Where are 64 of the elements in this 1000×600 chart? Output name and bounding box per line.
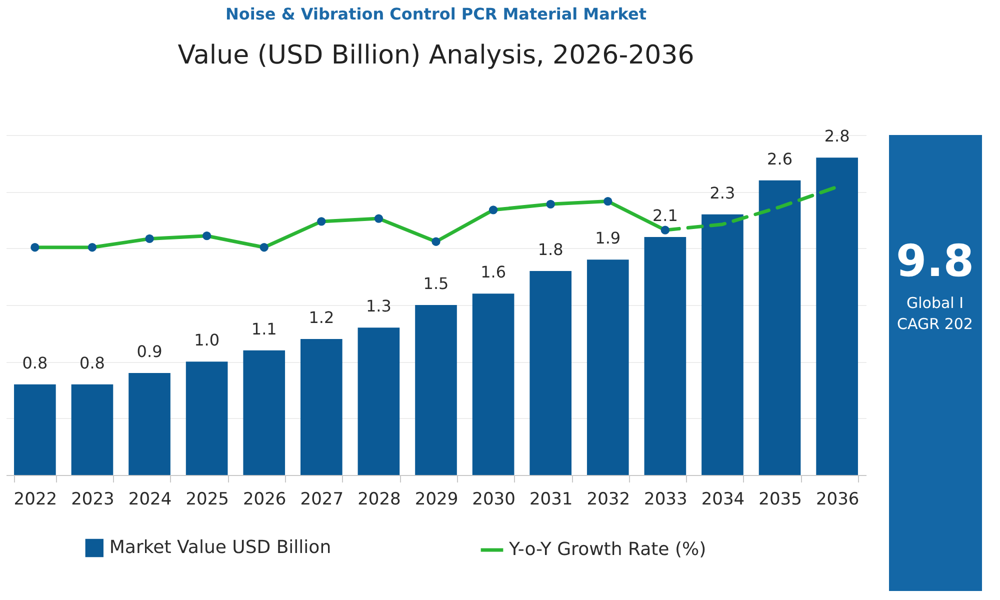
chart-subtitle: Value (USD Billion) Analysis, 2026-2036 xyxy=(178,40,694,71)
text: CAGR 202 xyxy=(897,315,973,333)
point xyxy=(202,232,212,240)
x-tick-label: 2031 xyxy=(529,490,573,510)
point xyxy=(88,243,97,252)
legend-label: Market Value USD Billion xyxy=(109,537,332,558)
bar xyxy=(14,384,56,475)
bar xyxy=(586,260,629,475)
point xyxy=(145,234,154,244)
data-label: 2.3 xyxy=(710,183,736,202)
point xyxy=(604,196,612,206)
bar xyxy=(472,294,514,475)
data-label: 1.8 xyxy=(538,240,564,259)
legend-label: Y-o-Y Growth Rate (%) xyxy=(508,539,706,560)
point xyxy=(260,243,268,252)
point xyxy=(546,200,555,208)
bar xyxy=(530,271,572,475)
bar xyxy=(816,158,858,475)
data-label: 0.8 xyxy=(80,353,105,372)
point xyxy=(432,237,440,246)
x-tick-label: 2033 xyxy=(644,490,688,510)
data-label: 2.6 xyxy=(767,149,792,168)
bar xyxy=(243,350,286,475)
x-tick-label: 2026 xyxy=(242,490,286,510)
text: 9.8 xyxy=(896,236,974,287)
bar xyxy=(702,214,744,475)
x-tick-label: 2028 xyxy=(358,490,401,510)
data-label: 1.9 xyxy=(595,228,621,248)
bar xyxy=(415,305,457,475)
data-label: 2.8 xyxy=(824,126,850,146)
bar xyxy=(186,362,228,475)
data-label: 1.6 xyxy=(480,262,506,282)
x-tick-label: 2022 xyxy=(14,490,58,510)
bar xyxy=(128,373,170,475)
data-label: 1.5 xyxy=(423,274,449,293)
data-label: 1.1 xyxy=(251,319,277,338)
data-label: 0.8 xyxy=(22,353,48,372)
x-tick-label: 2027 xyxy=(300,490,344,510)
x-tick-label: 2025 xyxy=(186,490,229,510)
data-label: 2.1 xyxy=(652,206,678,225)
bar xyxy=(758,180,801,475)
point xyxy=(374,214,384,223)
point xyxy=(317,217,326,226)
text: Global I xyxy=(906,294,964,312)
bar xyxy=(71,384,114,475)
data-label: 1.0 xyxy=(194,330,220,350)
bar xyxy=(644,237,686,475)
data-label: 1.3 xyxy=(366,296,392,316)
x-tick-label: 2023 xyxy=(71,490,114,510)
point xyxy=(488,206,498,214)
point xyxy=(660,226,670,234)
point xyxy=(30,243,40,252)
data-label: 0.9 xyxy=(136,342,162,361)
x-tick-label: 2030 xyxy=(472,490,516,510)
x-tick-label: 2032 xyxy=(586,490,630,510)
x-tick-label: 2024 xyxy=(128,490,172,510)
x-tick-label: 2034 xyxy=(701,490,745,510)
data-label: 1.2 xyxy=(308,308,334,327)
chart-title: Noise & Vibration Control PCR Material Market xyxy=(226,4,647,24)
x-tick-label: 2035 xyxy=(758,490,802,510)
bar xyxy=(358,328,400,475)
x-tick-label: 2036 xyxy=(816,490,860,510)
x-tick-label: 2029 xyxy=(414,490,458,510)
bar xyxy=(300,339,342,475)
